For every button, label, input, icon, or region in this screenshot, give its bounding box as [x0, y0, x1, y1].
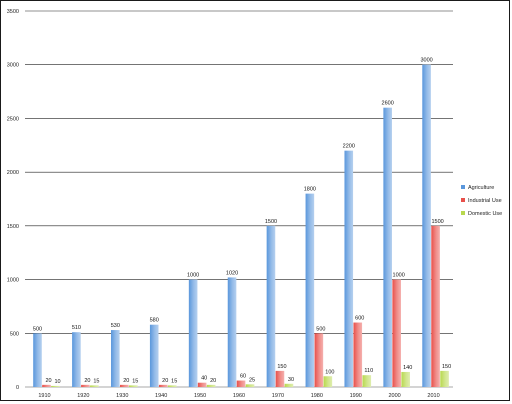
data-label: 1000	[187, 273, 199, 279]
bar	[81, 384, 90, 387]
bar	[188, 279, 198, 387]
data-label: 1500	[265, 219, 277, 225]
y-tick-label: 2000	[7, 170, 19, 176]
x-tick-label: 1990	[350, 393, 362, 399]
y-axis-ticks: 0 500 1000 1500 2000 2500 3000 3500	[7, 9, 19, 391]
x-tick-label: 1970	[272, 393, 284, 399]
data-label: 1800	[304, 187, 316, 193]
x-tick-label: 1940	[155, 393, 167, 399]
bar	[266, 225, 276, 387]
bar	[197, 382, 207, 387]
data-label: 1500	[431, 219, 443, 225]
bar	[305, 193, 315, 387]
bar	[275, 370, 285, 387]
bar	[120, 384, 129, 387]
data-label: 20	[84, 378, 90, 384]
bar	[227, 277, 237, 387]
data-label: 2200	[343, 144, 355, 150]
x-tick-label: 1930	[116, 393, 128, 399]
data-label: 110	[364, 368, 373, 374]
legend-label: Industrial Use	[468, 198, 502, 204]
data-label: 15	[93, 378, 99, 384]
x-tick-label: 1920	[77, 393, 89, 399]
data-label: 40	[201, 376, 207, 382]
bar	[236, 380, 246, 387]
grid-lines	[25, 10, 453, 388]
data-label: 530	[111, 323, 120, 329]
x-tick-label: 1960	[233, 393, 245, 399]
y-tick-label: 2500	[7, 116, 19, 122]
bar	[245, 384, 255, 387]
bar	[33, 333, 42, 387]
x-tick-label: 1910	[38, 393, 50, 399]
y-tick-label: 3000	[7, 63, 19, 69]
data-label: 30	[288, 377, 294, 383]
data-label: 150	[442, 364, 451, 370]
bar	[149, 324, 159, 387]
x-axis-ticks: 1910 1920 1930 1940 1950 1960 1970 1980 1990 2000…	[38, 393, 439, 399]
data-label: 100	[325, 369, 334, 375]
data-label: 15	[132, 378, 138, 384]
data-label: 60	[240, 374, 246, 380]
bar	[422, 64, 431, 387]
legend-swatch	[461, 185, 465, 189]
data-label: 15	[171, 378, 177, 384]
data-label: 140	[403, 365, 412, 371]
bar	[284, 383, 294, 387]
legend: Agriculture Industrial Use Domestic Use	[461, 185, 502, 217]
bar	[129, 385, 138, 387]
legend-label: Domestic Use	[468, 211, 502, 217]
bar	[353, 322, 363, 387]
data-label: 510	[72, 325, 81, 331]
bar	[158, 384, 168, 387]
y-tick-label: 0	[16, 385, 19, 391]
bar	[362, 375, 372, 387]
legend-swatch	[461, 211, 465, 215]
y-tick-label: 1000	[7, 278, 19, 284]
data-label: 500	[316, 326, 325, 332]
bar	[431, 225, 440, 387]
bars	[33, 64, 449, 387]
bar	[111, 330, 120, 387]
data-label: 1020	[226, 270, 238, 276]
bar	[344, 150, 354, 387]
bar	[51, 385, 60, 387]
legend-label: Agriculture	[468, 185, 494, 191]
data-label: 1000	[393, 273, 405, 279]
data-label: 500	[33, 326, 42, 332]
bar	[42, 384, 51, 387]
data-label: 2600	[382, 101, 394, 107]
data-label: 25	[249, 377, 255, 383]
x-tick-label: 1950	[194, 393, 206, 399]
legend-swatch	[461, 198, 465, 202]
bar	[392, 279, 401, 387]
y-tick-label: 3500	[7, 9, 19, 15]
data-label: 20	[45, 378, 51, 384]
bar	[90, 385, 99, 387]
bar	[383, 107, 392, 387]
data-label: 580	[150, 318, 159, 324]
data-label: 10	[54, 379, 60, 385]
bar	[323, 376, 333, 387]
bar	[167, 385, 177, 387]
bar	[401, 371, 410, 387]
bar	[440, 370, 449, 387]
data-label: 600	[355, 316, 364, 322]
y-tick-label: 1500	[7, 224, 19, 230]
data-label: 150	[277, 364, 286, 370]
bar	[72, 332, 81, 387]
data-label: 3000	[420, 58, 432, 64]
bar	[206, 384, 216, 387]
x-tick-label: 1980	[311, 393, 323, 399]
data-label: 20	[123, 378, 129, 384]
x-tick-label: 2000	[389, 393, 401, 399]
y-tick-label: 500	[10, 331, 19, 337]
data-label: 20	[162, 378, 168, 384]
data-label: 20	[210, 378, 216, 384]
bar	[314, 333, 324, 387]
x-tick-label: 2010	[427, 393, 439, 399]
